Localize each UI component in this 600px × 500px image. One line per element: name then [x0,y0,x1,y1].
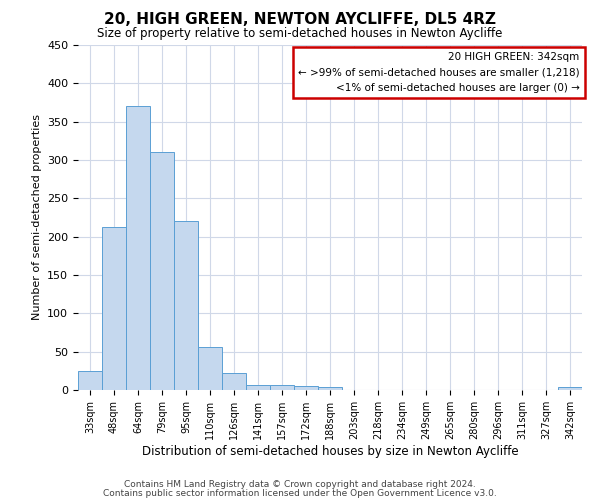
Bar [102,228,126,390]
Text: Contains HM Land Registry data © Crown copyright and database right 2024.: Contains HM Land Registry data © Crown c… [124,480,476,489]
Bar [270,386,294,390]
Text: 20 HIGH GREEN: 342sqm
← >99% of semi-detached houses are smaller (1,218)
<1% of : 20 HIGH GREEN: 342sqm ← >99% of semi-det… [298,52,580,93]
Bar [222,373,246,390]
Bar [558,387,582,390]
Bar [246,384,270,390]
Text: Size of property relative to semi-detached houses in Newton Aycliffe: Size of property relative to semi-detach… [97,28,503,40]
Text: 20, HIGH GREEN, NEWTON AYCLIFFE, DL5 4RZ: 20, HIGH GREEN, NEWTON AYCLIFFE, DL5 4RZ [104,12,496,28]
Y-axis label: Number of semi-detached properties: Number of semi-detached properties [32,114,41,320]
Text: Contains public sector information licensed under the Open Government Licence v3: Contains public sector information licen… [103,489,497,498]
Bar [198,347,222,390]
Bar [126,106,150,390]
Bar [78,371,102,390]
Bar [174,222,198,390]
Bar [318,387,342,390]
Bar [150,152,174,390]
X-axis label: Distribution of semi-detached houses by size in Newton Aycliffe: Distribution of semi-detached houses by … [142,444,518,458]
Bar [294,386,318,390]
